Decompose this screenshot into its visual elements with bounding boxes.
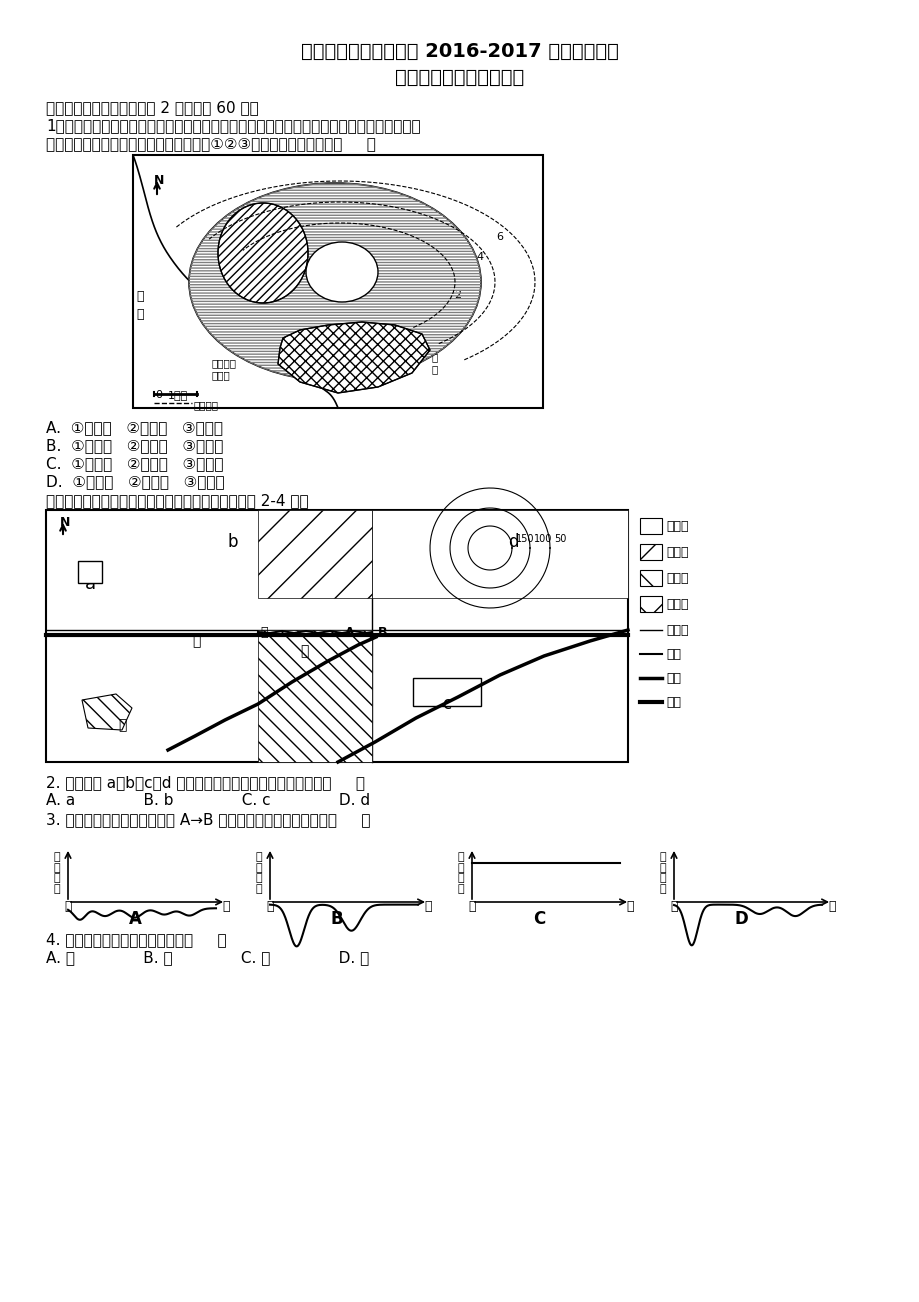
Text: 150: 150	[516, 534, 534, 544]
Text: 文教区: 文教区	[665, 598, 687, 611]
Text: 甲: 甲	[64, 900, 72, 913]
Text: 丁: 丁	[827, 900, 834, 913]
Text: 闲用地: 闲用地	[211, 370, 231, 380]
Text: 甲: 甲	[468, 900, 475, 913]
Text: D: D	[733, 910, 747, 928]
Bar	[257, 630, 371, 762]
Text: ③: ③	[352, 352, 364, 366]
Text: 0: 0	[154, 391, 162, 400]
Text: A. 丁              B. 丙              C. 乙              D. 甲: A. 丁 B. 丙 C. 乙 D. 甲	[46, 950, 369, 965]
Text: c: c	[442, 695, 451, 713]
Text: B.  ①商业区   ②住宅区   ③工业区: B. ①商业区 ②住宅区 ③工业区	[46, 437, 223, 453]
Bar	[78, 561, 102, 583]
Text: 海: 海	[136, 290, 143, 303]
Text: 4: 4	[475, 253, 482, 262]
Text: b: b	[228, 533, 238, 551]
Bar	[257, 510, 371, 598]
Text: 丁: 丁	[626, 900, 633, 913]
Text: 乙: 乙	[118, 717, 126, 732]
Text: 2: 2	[453, 290, 460, 299]
Text: 3. 下列图中能够反映上图中沿 A→B 虚线地租水平变化特征的是（     ）: 3. 下列图中能够反映上图中沿 A→B 虚线地租水平变化特征的是（ ）	[46, 812, 370, 827]
Bar	[640, 518, 662, 534]
Text: 地
租
水
平: 地 租 水 平	[53, 852, 61, 894]
Text: 4. 图中建电子仪器厂最合适处是（     ）: 4. 图中建电子仪器厂最合适处是（ ）	[46, 932, 226, 947]
Text: 公路: 公路	[665, 672, 680, 685]
Text: 1千米: 1千米	[168, 391, 188, 400]
Polygon shape	[278, 322, 429, 393]
Text: a: a	[85, 575, 96, 592]
Ellipse shape	[306, 242, 378, 302]
Text: 丁: 丁	[222, 900, 230, 913]
Text: A. a              B. b              C. c              D. d: A. a B. b C. c D. d	[46, 793, 369, 809]
Bar	[133, 155, 542, 408]
Text: d: d	[507, 533, 518, 551]
Text: 海: 海	[432, 352, 437, 362]
Text: 甲: 甲	[192, 634, 200, 648]
Text: 地
租
水
平: 地 租 水 平	[255, 852, 262, 894]
Text: A.  ①商业区   ②工业区   ③住宅区: A. ①商业区 ②工业区 ③住宅区	[46, 421, 222, 435]
Text: 地
租
水
平: 地 租 水 平	[659, 852, 665, 894]
Text: 6: 6	[495, 232, 503, 242]
Bar	[413, 678, 481, 706]
Bar	[46, 510, 628, 762]
Text: 从服务功能、环境保护等角度考虑，图中①②③功能分区最合理的是（     ）: 从服务功能、环境保护等角度考虑，图中①②③功能分区最合理的是（ ）	[46, 135, 376, 151]
Text: N: N	[60, 516, 70, 529]
Bar	[640, 544, 662, 560]
Text: 第二次月考考试地理试卷: 第二次月考考试地理试卷	[395, 68, 524, 87]
Text: 丙: 丙	[300, 644, 308, 658]
Text: ②: ②	[335, 275, 348, 289]
Polygon shape	[82, 694, 131, 730]
Text: D.  ①住宅区   ②商业区   ③工业区: D. ①住宅区 ②商业区 ③工业区	[46, 474, 224, 490]
Bar	[640, 570, 662, 586]
Text: 1、如图为欧洲西部某沿海城镇功能分区图，图中的虚线为等高线（单位：米）。据此回答：: 1、如图为欧洲西部某沿海城镇功能分区图，图中的虚线为等高线（单位：米）。据此回答…	[46, 118, 420, 133]
Text: C.  ①工业区   ②住宅区   ③商业区: C. ①工业区 ②住宅区 ③商业区	[46, 456, 223, 471]
Text: 工业区: 工业区	[665, 572, 687, 585]
Text: 甲: 甲	[670, 900, 677, 913]
Text: 商业区: 商业区	[665, 519, 687, 533]
Text: B: B	[330, 910, 343, 928]
Text: 丁: 丁	[260, 626, 267, 639]
Text: 铁路: 铁路	[665, 697, 680, 710]
Text: 地
租
水
平: 地 租 水 平	[457, 852, 464, 894]
Text: 一、单项选择题。（每小题 2 分，共计 60 分）: 一、单项选择题。（每小题 2 分，共计 60 分）	[46, 100, 258, 115]
Text: 2. 该城市的 a、b、c、d 四个地块中适宜建设高级住宅区的是（     ）: 2. 该城市的 a、b、c、d 四个地块中适宜建设高级住宅区的是（ ）	[46, 775, 365, 790]
Text: 洋: 洋	[136, 309, 143, 322]
Text: 甲: 甲	[266, 900, 274, 913]
Text: 读某城市规划简图，该市常年盛行东北风。据图完成 2-4 题。: 读某城市规划简图，该市常年盛行东北风。据图完成 2-4 题。	[46, 493, 308, 508]
Text: 河流: 河流	[665, 648, 680, 661]
Ellipse shape	[188, 184, 481, 381]
Text: 50: 50	[553, 534, 566, 544]
Text: 住宅区: 住宅区	[665, 546, 687, 559]
Bar	[371, 510, 628, 598]
Text: 城市边界: 城市边界	[194, 400, 219, 410]
Text: 等高线: 等高线	[665, 624, 687, 637]
Text: N: N	[153, 174, 165, 187]
Text: 华美实验学校高一年级 2016-2017 学年度下学期: 华美实验学校高一年级 2016-2017 学年度下学期	[301, 42, 618, 61]
Ellipse shape	[218, 203, 308, 303]
Text: B: B	[378, 626, 387, 639]
Text: A: A	[345, 626, 354, 639]
Bar	[640, 596, 662, 612]
Text: 公园和休: 公园和休	[211, 358, 237, 368]
Text: C: C	[532, 910, 545, 928]
Text: 100: 100	[533, 534, 551, 544]
Text: 防: 防	[432, 365, 437, 374]
Text: ①: ①	[255, 256, 268, 270]
Text: 丁: 丁	[424, 900, 431, 913]
Text: A: A	[129, 910, 142, 928]
